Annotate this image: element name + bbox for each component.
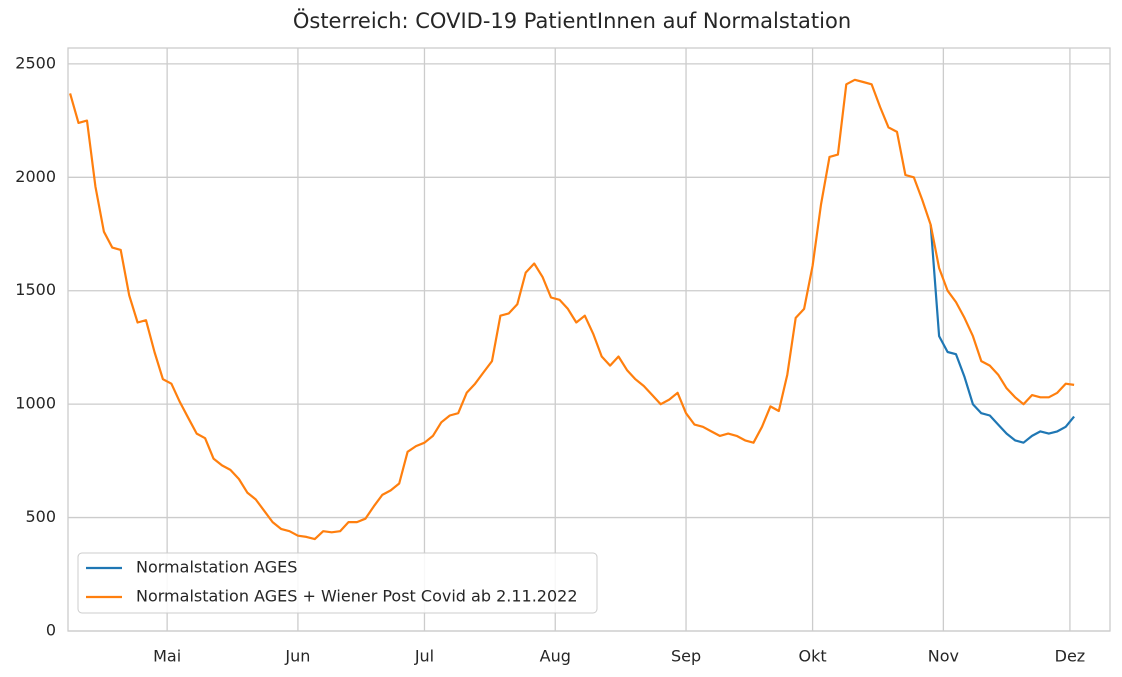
x-tick-label: Jun <box>284 647 310 666</box>
line-series <box>69 78 1075 541</box>
y-tick-label: 2000 <box>15 167 56 186</box>
legend-box <box>77 552 598 614</box>
y-tick-label: 1500 <box>15 280 56 299</box>
x-tick-label: Nov <box>928 647 959 666</box>
line-series <box>929 224 1075 444</box>
legend-label: Normalstation AGES <box>136 558 297 577</box>
y-tick-label: 0 <box>46 621 56 640</box>
y-tick-label: 2500 <box>15 53 56 72</box>
x-tick-label: Jul <box>414 647 434 666</box>
x-tick-label: Mai <box>153 647 181 666</box>
plot-frame <box>67 47 1111 632</box>
x-tick-label: Okt <box>799 647 827 666</box>
x-tick-label: Sep <box>671 647 701 666</box>
y-tick-label: 500 <box>25 507 56 526</box>
x-tick-label: Aug <box>540 647 571 666</box>
x-tick-label: Dez <box>1055 647 1086 666</box>
y-tick-label: 1000 <box>15 394 56 413</box>
chart-title: Österreich: COVID-19 PatientInnen auf No… <box>293 8 851 33</box>
legend-label: Normalstation AGES + Wiener Post Covid a… <box>136 587 578 606</box>
